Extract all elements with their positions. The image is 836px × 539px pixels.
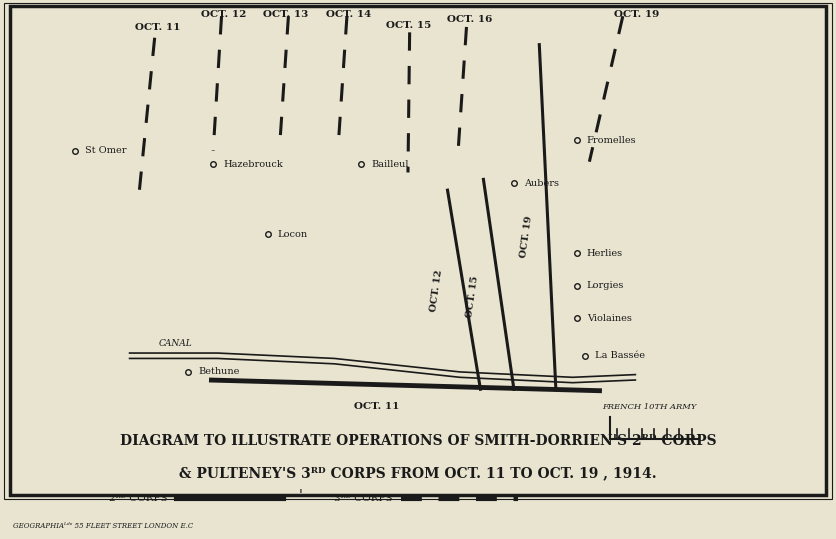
Text: Violaines: Violaines: [587, 314, 632, 322]
Text: Herlies: Herlies: [587, 249, 623, 258]
Text: DIAGRAM TO ILLUSTRATE OPERATIONS OF SMITH-DORRIEN'S 2ᴿᴰ CORPS: DIAGRAM TO ILLUSTRATE OPERATIONS OF SMIT…: [120, 434, 716, 448]
Text: & PULTENEY'S 3ᴿᴰ CORPS FROM OCT. 11 TO OCT. 19 , 1914.: & PULTENEY'S 3ᴿᴰ CORPS FROM OCT. 11 TO O…: [179, 466, 657, 480]
Text: Lorgies: Lorgies: [587, 281, 624, 290]
Text: Locon: Locon: [278, 230, 308, 239]
Text: 2ᴿᴰ CORPS: 2ᴿᴰ CORPS: [109, 494, 167, 503]
Text: OCT. 14: OCT. 14: [326, 10, 371, 19]
Text: OCT. 12: OCT. 12: [201, 10, 246, 19]
Text: OCT. 16: OCT. 16: [447, 15, 492, 24]
Text: OCT. 13: OCT. 13: [263, 10, 308, 19]
Text: OCT. 15: OCT. 15: [465, 275, 480, 318]
Text: Fromelles: Fromelles: [587, 136, 636, 144]
Text: CANAL: CANAL: [159, 338, 192, 348]
Text: FRENCH 10TH ARMY: FRENCH 10TH ARMY: [602, 403, 696, 411]
Text: OCT. 11: OCT. 11: [354, 402, 399, 411]
Text: Bailleul: Bailleul: [371, 160, 409, 169]
Text: OCT. 11: OCT. 11: [135, 23, 181, 32]
Text: OCT. 19: OCT. 19: [519, 216, 534, 259]
Text: Bethune: Bethune: [198, 368, 239, 376]
Text: OCT. 15: OCT. 15: [386, 20, 431, 30]
Text: Hazebrouck: Hazebrouck: [223, 160, 283, 169]
Text: St Omer: St Omer: [85, 147, 127, 155]
Text: ': ': [299, 489, 303, 503]
Text: GEOGRAPHIAᴸᵈᵒ 55 FLEET STREET LONDON E.C: GEOGRAPHIAᴸᵈᵒ 55 FLEET STREET LONDON E.C: [13, 522, 193, 529]
Text: OCT. 12: OCT. 12: [429, 270, 444, 313]
Text: 3ᴿᴰ CORPS: 3ᴿᴰ CORPS: [334, 494, 393, 503]
Text: OCT. 19: OCT. 19: [614, 10, 660, 19]
Text: La Bassée: La Bassée: [595, 351, 645, 360]
Text: Aubers: Aubers: [524, 179, 559, 188]
